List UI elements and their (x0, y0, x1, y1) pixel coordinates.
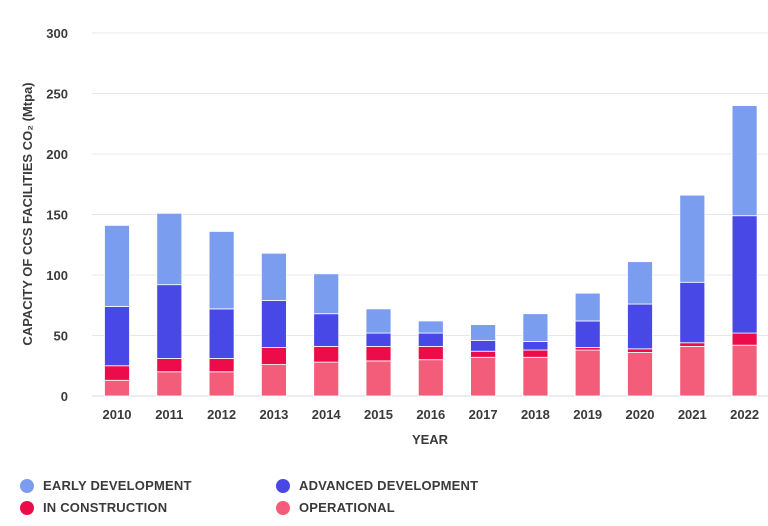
legend-swatch-in-construction (20, 500, 34, 515)
y-tick-label: 150 (46, 208, 68, 223)
bar-operational-2020 (627, 352, 653, 397)
bar-early-development-2020 (627, 261, 653, 305)
bar-advanced-development-2021 (679, 281, 706, 344)
bar-early-development-2016 (417, 320, 444, 334)
bar-advanced-development-2015 (365, 332, 392, 347)
x-tick-label: 2022 (730, 407, 759, 422)
gridlines (92, 32, 768, 397)
bar-advanced-development-2012 (208, 308, 235, 359)
bar-operational-2017 (470, 356, 497, 397)
bar-in-construction-2018 (522, 349, 549, 358)
bar-advanced-development-2013 (260, 300, 287, 349)
x-tick-label: 2018 (521, 407, 550, 422)
bar-early-development-2021 (679, 194, 706, 283)
bars (104, 105, 758, 397)
bar-advanced-development-2022 (731, 215, 758, 334)
bar-in-construction-2021 (679, 342, 706, 347)
bar-early-development-2012 (208, 231, 235, 310)
bar-operational-2019 (574, 349, 601, 397)
bar-early-development-2019 (574, 292, 601, 322)
bar-in-construction-2020 (627, 348, 653, 353)
x-axis-ticks: 2010 2011 2012 2013 2014 2015 2016 2017 2018 2019… (103, 407, 760, 422)
bar-operational-2022 (731, 344, 758, 397)
y-tick-label: 100 (46, 268, 68, 283)
bar-operational-2021 (679, 345, 706, 397)
legend-item-in-construction: IN CONSTRUCTION (20, 500, 167, 515)
bar-advanced-development-2017 (470, 339, 497, 352)
y-tick-label: 250 (46, 87, 68, 102)
y-axis-ticks: 0 50 100 150 200 250 300 (46, 26, 68, 404)
bar-early-development-2013 (260, 252, 287, 301)
y-tick-label: 0 (61, 389, 68, 404)
x-axis-title: YEAR (412, 432, 449, 447)
bar-advanced-development-2014 (313, 313, 340, 347)
legend-item-early-development: EARLY DEVELOPMENT (20, 478, 192, 493)
bar-early-development-2017 (470, 324, 497, 341)
x-tick-label: 2011 (155, 407, 183, 422)
bar-operational-2012 (208, 371, 235, 397)
x-tick-label: 2021 (678, 407, 707, 422)
bar-in-construction-2012 (208, 358, 235, 373)
y-axis-title: CAPACITY OF CCS FACILITIES CO₂ (Mtpa) (20, 82, 35, 345)
bar-advanced-development-2020 (627, 303, 653, 350)
y-tick-label: 300 (46, 26, 68, 41)
legend-swatch-early-development (20, 478, 34, 493)
legend-label-in-construction: IN CONSTRUCTION (43, 500, 168, 515)
bar-early-development-2018 (522, 313, 549, 342)
bar-operational-2010 (104, 379, 130, 397)
x-tick-label: 2016 (416, 407, 445, 422)
bar-advanced-development-2016 (417, 332, 444, 347)
legend: EARLY DEVELOPMENT ADVANCED DEVELOPMENT I… (20, 478, 580, 522)
bar-in-construction-2010 (104, 365, 130, 381)
legend-swatch-advanced-development (276, 478, 290, 493)
x-tick-label: 2017 (469, 407, 498, 422)
bar-in-construction-2016 (417, 345, 444, 361)
bar-advanced-development-2010 (104, 306, 130, 367)
bar-advanced-development-2011 (156, 284, 183, 359)
bar-in-construction-2011 (156, 358, 183, 373)
x-tick-label: 2012 (207, 407, 236, 422)
x-tick-label: 2010 (103, 407, 132, 422)
bar-in-construction-2014 (313, 345, 340, 363)
bar-early-development-2010 (104, 224, 130, 307)
bar-in-construction-2017 (470, 350, 497, 358)
bar-advanced-development-2018 (522, 341, 549, 351)
bar-operational-2013 (260, 364, 287, 397)
bar-in-construction-2015 (365, 345, 392, 362)
legend-item-operational: OPERATIONAL (276, 500, 395, 515)
bar-operational-2011 (156, 371, 183, 397)
legend-item-advanced-development: ADVANCED DEVELOPMENT (276, 478, 478, 493)
x-tick-label: 2015 (364, 407, 393, 422)
bar-operational-2018 (522, 356, 549, 397)
bar-early-development-2022 (731, 105, 758, 217)
x-tick-label: 2013 (259, 407, 288, 422)
bar-in-construction-2022 (731, 332, 758, 346)
x-tick-label: 2019 (573, 407, 602, 422)
bar-early-development-2015 (365, 308, 392, 334)
y-tick-label: 200 (46, 147, 68, 162)
bar-advanced-development-2019 (574, 320, 601, 349)
x-tick-label: 2020 (626, 407, 655, 422)
bar-early-development-2014 (313, 273, 340, 315)
legend-label-advanced-development: ADVANCED DEVELOPMENT (299, 478, 479, 493)
bar-operational-2015 (365, 360, 392, 397)
y-tick-label: 50 (54, 329, 68, 344)
legend-label-early-development: EARLY DEVELOPMENT (43, 478, 192, 493)
bar-operational-2014 (313, 361, 340, 397)
legend-label-operational: OPERATIONAL (299, 500, 395, 515)
bar-early-development-2011 (156, 212, 183, 286)
legend-swatch-operational (276, 500, 290, 515)
x-tick-label: 2014 (312, 407, 342, 422)
bar-in-construction-2013 (260, 347, 287, 365)
bar-operational-2016 (417, 359, 444, 397)
